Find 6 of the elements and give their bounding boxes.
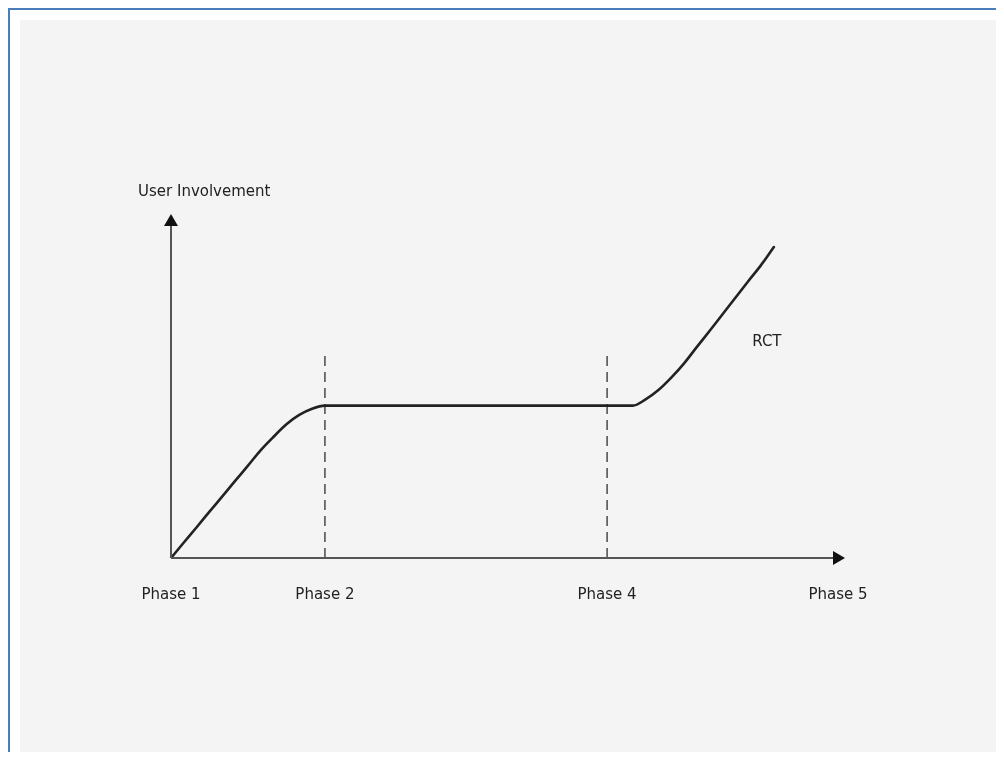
y-axis-title: User Involvement [138,182,271,200]
text: RCT [752,332,783,351]
x-tick-label: Phase 2 [295,585,355,603]
x-tick-label: Phase 1 [141,585,201,603]
x-tick-label: Phase 4 [577,585,637,603]
x-tick-label: Phase 5 [808,585,868,603]
